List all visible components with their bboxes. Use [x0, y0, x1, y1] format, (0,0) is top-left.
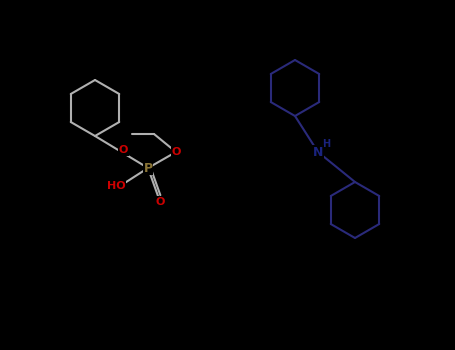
Text: HO: HO: [106, 181, 125, 191]
Text: O: O: [155, 197, 165, 207]
Text: O: O: [172, 147, 181, 157]
Text: H: H: [322, 139, 330, 149]
Text: O: O: [119, 145, 128, 155]
Text: N: N: [313, 146, 323, 159]
Text: P: P: [143, 161, 152, 175]
